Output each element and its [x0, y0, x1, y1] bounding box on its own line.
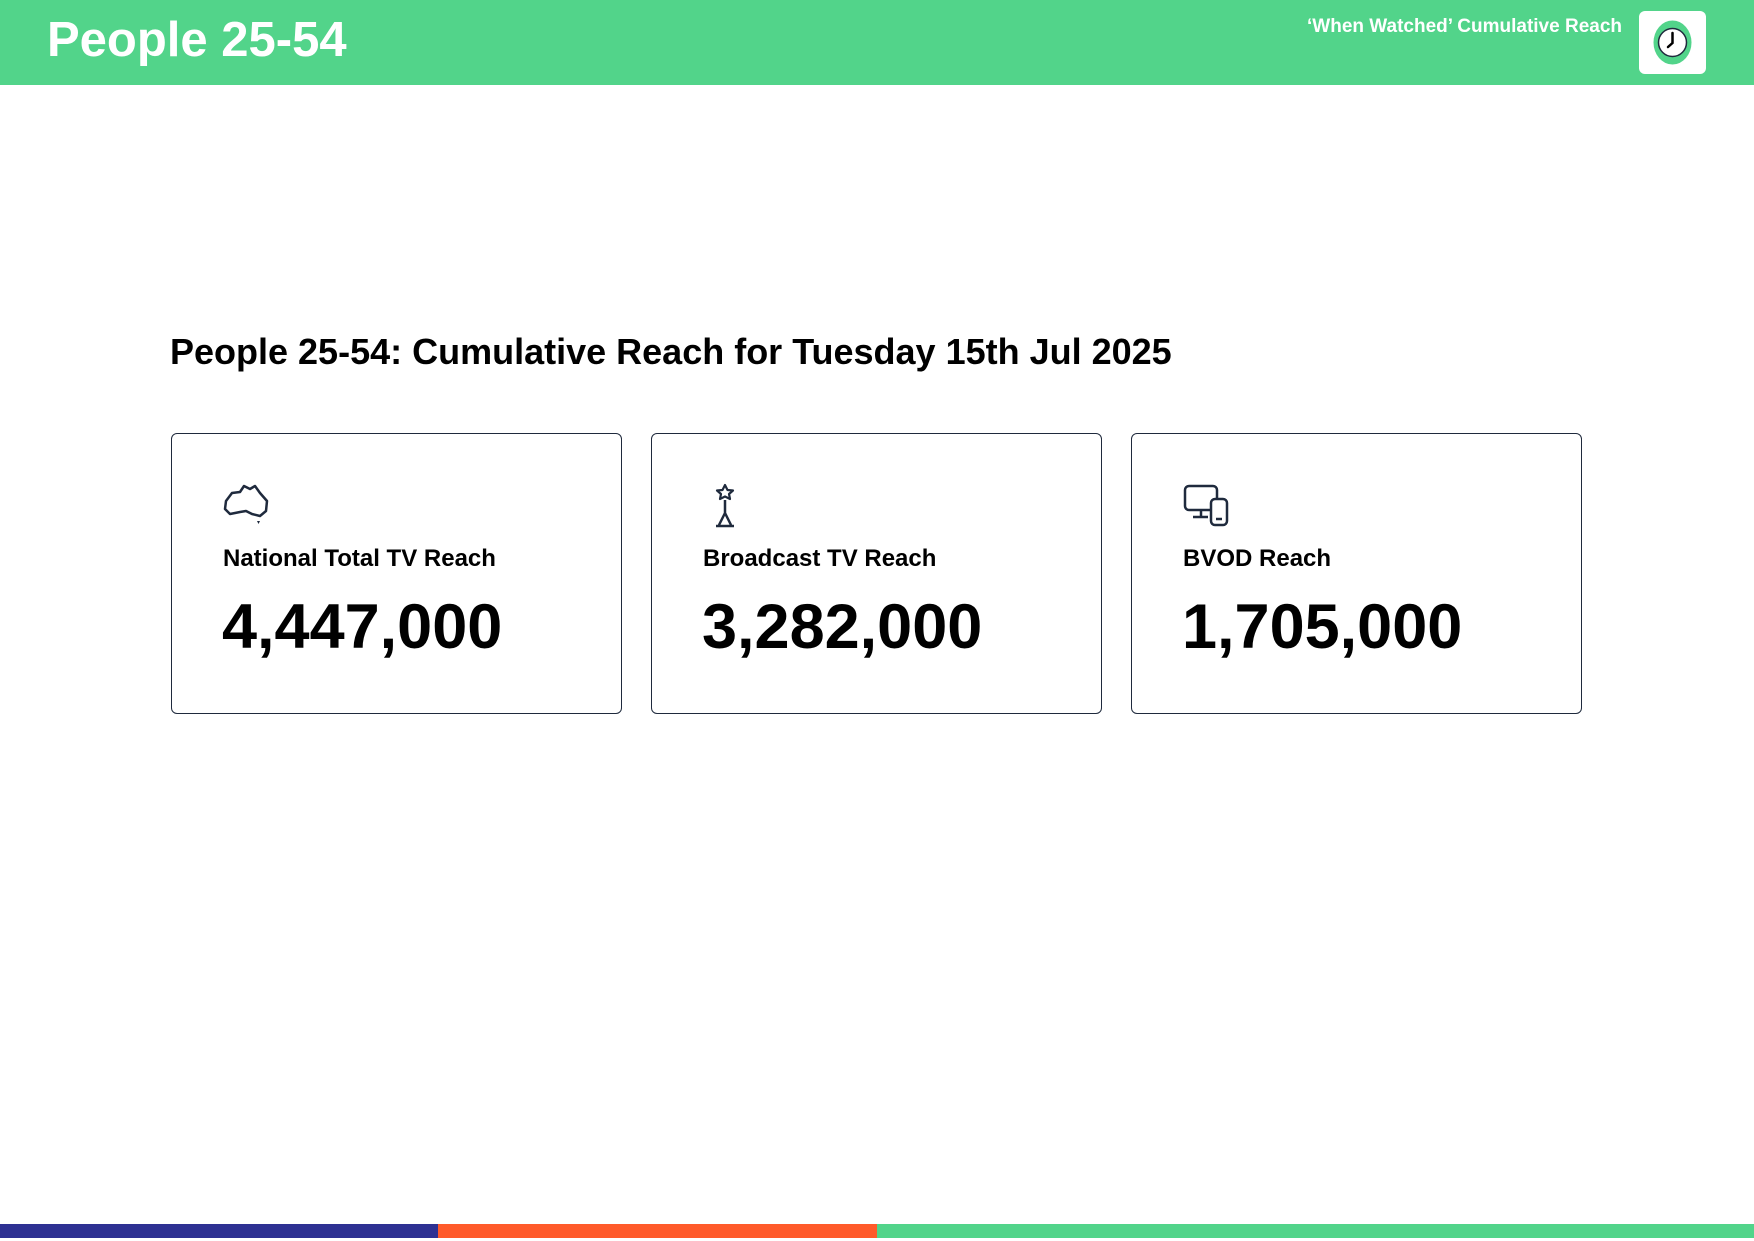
footer-bar: [438, 1224, 877, 1238]
reach-card: BVOD Reach 1,705,000: [1131, 433, 1582, 714]
header-subtitle: ‘When Watched’ Cumulative Reach: [1307, 16, 1622, 37]
clock-icon: [1639, 11, 1706, 74]
reach-card: National Total TV Reach 4,447,000: [171, 433, 622, 714]
page-heading: People 25-54: Cumulative Reach for Tuesd…: [170, 331, 1172, 372]
australia-icon: [223, 484, 269, 524]
card-value: 3,282,000: [702, 592, 983, 662]
header-title: People 25-54: [47, 13, 347, 67]
card-label: National Total TV Reach: [223, 545, 496, 572]
card-label: BVOD Reach: [1183, 545, 1332, 572]
tower-icon: [715, 483, 735, 528]
card-value: 4,447,000: [222, 592, 503, 662]
clock-svg: [1653, 20, 1692, 65]
footer-bar: [877, 1224, 1754, 1238]
card-label: Broadcast TV Reach: [703, 545, 937, 572]
devices-icon: [1183, 484, 1229, 527]
footer-bar: [0, 1224, 438, 1238]
reach-card: Broadcast TV Reach 3,282,000: [651, 433, 1102, 714]
header: People 25-54 ‘When Watched’ Cumulative R…: [0, 0, 1754, 85]
card-value: 1,705,000: [1182, 592, 1463, 662]
